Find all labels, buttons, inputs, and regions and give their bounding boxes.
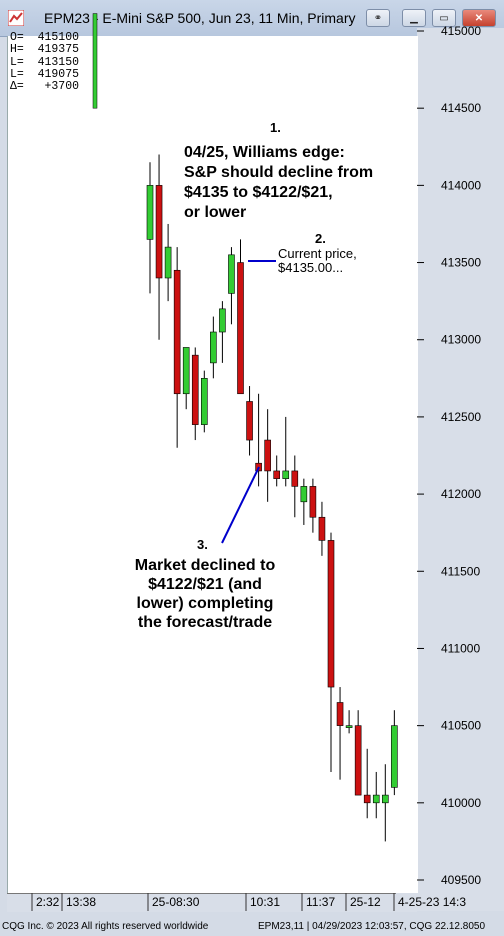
status-bar: CQG Inc. © 2023 All rights reserved worl… xyxy=(0,918,504,936)
x-tick-label: 13:38 xyxy=(66,895,96,909)
y-tick-label: 414500 xyxy=(441,101,481,115)
candle-body xyxy=(164,246,172,279)
change-readout: Δ= +3700 xyxy=(10,80,80,94)
annotation-1-text: 04/25, Williams edge: S&P should decline… xyxy=(184,143,373,223)
annotation-1-line: S&P should decline from xyxy=(184,164,374,181)
maximize-button[interactable]: ▭ xyxy=(432,9,456,27)
x-tick-label: 11:37 xyxy=(306,895,335,909)
candle-body xyxy=(219,308,226,333)
candle-body xyxy=(318,516,326,541)
y-tick-label: 409500 xyxy=(441,873,481,887)
annotation-2-number: 2. xyxy=(315,231,326,246)
minimize-button[interactable]: ▁ xyxy=(402,9,426,27)
annotation-2-text: Current price, $4135.00... xyxy=(278,247,357,275)
annotation-3-line: $4122/$21 (and xyxy=(148,576,262,593)
annotation-3-line: the forecast/trade xyxy=(137,614,273,631)
x-tick-label: 25-12 xyxy=(350,895,381,909)
candle-body xyxy=(391,725,398,788)
candle-body xyxy=(309,486,317,518)
annotation-1-line: 04/25, Williams edge: xyxy=(184,144,345,161)
y-tick-label: 410500 xyxy=(441,719,481,733)
candle-body xyxy=(381,794,389,804)
open-readout: O= 415100 xyxy=(10,31,80,44)
candle-body xyxy=(336,702,344,726)
last-readout: L= 419075 xyxy=(10,67,80,81)
x-tick-label: 2:32 xyxy=(36,895,60,909)
candle-body xyxy=(228,254,235,294)
candle-body xyxy=(264,439,271,472)
low-readout: L= 413150 xyxy=(10,55,80,69)
candle-body xyxy=(237,262,244,395)
y-tick-label: 413000 xyxy=(441,333,481,347)
ohlc-readout: O= 415100 H= 419375 L= 413150 L= 419075 Δ= +… xyxy=(10,31,80,94)
time-axis[interactable] xyxy=(7,893,417,912)
copyright-text: CQG Inc. © 2023 All rights reserved worl… xyxy=(2,921,209,932)
title-bar[interactable]: EPM23 - E-Mini S&P 500, Jun 23, 11 Min, … xyxy=(0,0,504,37)
annotation-3-number: 3. xyxy=(197,537,208,552)
price-axis[interactable] xyxy=(417,28,504,893)
y-tick-label: 411000 xyxy=(441,641,480,655)
annotation-3-pointer xyxy=(221,466,260,544)
candle-body xyxy=(173,269,181,395)
candle-body xyxy=(300,486,308,503)
candle-body xyxy=(291,470,299,487)
app-icon xyxy=(8,10,24,26)
candle-body xyxy=(182,347,190,395)
time-axis-corner xyxy=(396,893,504,911)
candle-body xyxy=(191,354,199,425)
x-tick-label: 4-25-23 14:3 xyxy=(398,895,466,909)
window-title: EPM23 - E-Mini S&P 500, Jun 23, 11 Min, … xyxy=(44,10,356,26)
candle-body xyxy=(327,540,335,688)
y-tick-label: 413500 xyxy=(441,256,481,270)
high-readout: H= 419375 xyxy=(10,43,80,57)
candle-body xyxy=(363,794,371,804)
prior-session-bar xyxy=(92,13,98,109)
candle-body xyxy=(282,470,290,479)
annotation-1-number: 1. xyxy=(270,120,281,135)
candle-body xyxy=(354,725,362,796)
close-icon: ✕ xyxy=(474,13,484,24)
annotation-3-line: Market declined to xyxy=(134,557,276,574)
candle-body xyxy=(210,331,217,364)
candle-body xyxy=(372,794,380,804)
annotation-2-line: Current price, xyxy=(278,246,357,261)
x-tick-label: 10:31 xyxy=(250,895,280,909)
candle-body xyxy=(246,401,253,441)
y-tick-label: 414000 xyxy=(441,178,481,192)
candle-body xyxy=(155,185,163,279)
y-tick-label: 412000 xyxy=(441,487,481,501)
plot-area[interactable] xyxy=(7,36,418,893)
annotation-2-line: $4135.00... xyxy=(278,260,344,275)
annotation-1-line: $4135 to $4122/$21, xyxy=(184,184,333,201)
annotation-3-text: Market declined to $4122/$21 (and lower)… xyxy=(126,556,284,632)
y-tick-label: 412500 xyxy=(441,410,481,424)
candle-body xyxy=(201,378,208,425)
close-button[interactable]: ✕ xyxy=(462,9,496,27)
candle-body xyxy=(345,725,353,728)
annotation-1-line: or lower xyxy=(184,204,247,221)
candle-body xyxy=(273,470,281,479)
y-tick-label: 411500 xyxy=(441,564,480,578)
maximize-icon: ▭ xyxy=(439,13,449,24)
y-tick-label: 410000 xyxy=(441,796,481,810)
settings-button[interactable]: ⚭ xyxy=(366,9,390,27)
candle-body xyxy=(146,185,154,240)
x-tick-label: 25-08:30 xyxy=(152,895,200,909)
status-info: EPM23,11 | 04/29/2023 12:03:57, CQG 22.1… xyxy=(258,921,486,932)
y-tick-label: 415000 xyxy=(441,24,481,38)
minimize-icon: ▁ xyxy=(410,13,418,24)
link-icon: ⚭ xyxy=(373,13,383,24)
annotation-3-line: lower) completing xyxy=(136,595,274,612)
